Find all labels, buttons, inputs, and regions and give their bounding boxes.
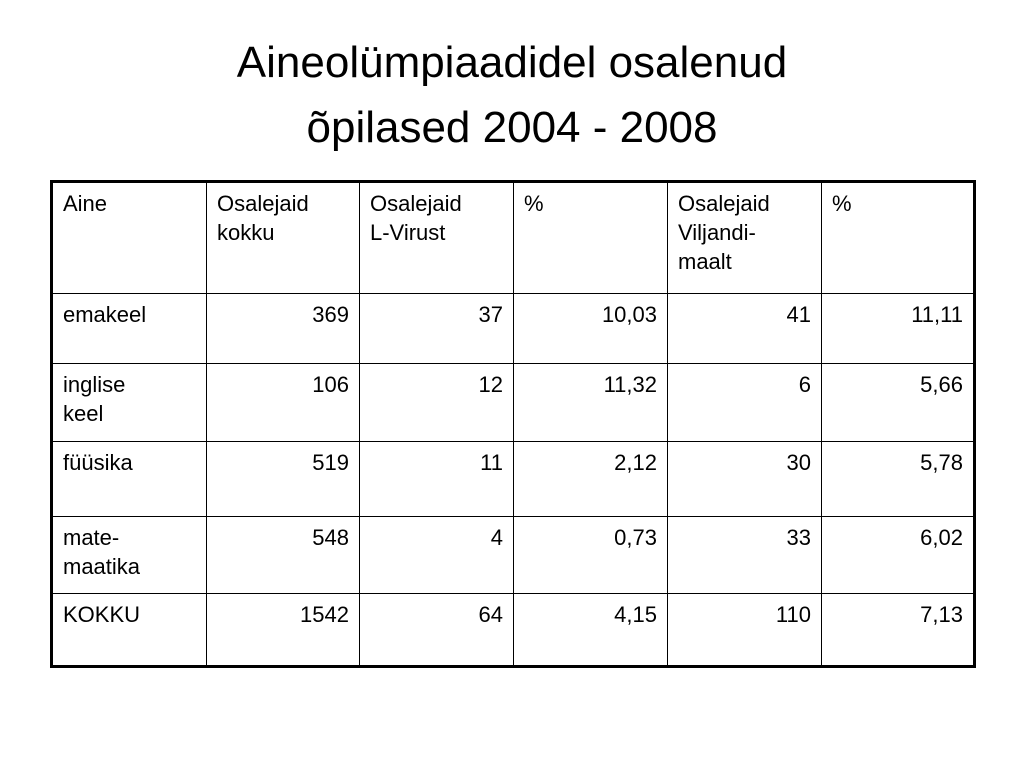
table-cell: 5,66 <box>821 363 975 442</box>
table-cell: KOKKU <box>51 593 207 667</box>
table-cell: 37 <box>359 293 514 364</box>
table-cell: 11,32 <box>513 363 668 442</box>
table-cell: 5,78 <box>821 441 975 517</box>
table-cell: 64 <box>359 593 514 667</box>
table-cell: 7,13 <box>821 593 975 667</box>
header-row: Aine Osalejaid kokku Osalejaid L-Virust% Os… <box>51 181 975 294</box>
table-cell: 548 <box>206 516 360 594</box>
table-cell: 4 <box>359 516 514 594</box>
table-row: emakeel 369 37 10,03 41 11,11 <box>51 293 975 364</box>
table-cell: 6 <box>667 363 822 442</box>
table-cell: füüsika <box>51 441 207 517</box>
data-table: Aine Osalejaid kokku Osalejaid L-Virust% Os… <box>50 180 976 668</box>
table-cell: 10,03 <box>513 293 668 364</box>
table-cell: mate- maatika <box>51 516 207 594</box>
table-cell: 6,02 <box>821 516 975 594</box>
table-cell: 2,12 <box>513 441 668 517</box>
table-cell: 11 <box>359 441 514 517</box>
header-cell: Aine <box>51 181 207 294</box>
table-cell: 110 <box>667 593 822 667</box>
header-cell: Osalejaid L-Virust <box>359 181 514 294</box>
table-cell: 30 <box>667 441 822 517</box>
table-cell: 369 <box>206 293 360 364</box>
table-row: inglise keel 106 12 11,32 6 5,66 <box>51 363 975 442</box>
table-cell: 519 <box>206 441 360 517</box>
table-cell: 41 <box>667 293 822 364</box>
table-row: mate- maatika 548 4 0,73 33 6,02 <box>51 516 975 594</box>
header-cell: % <box>821 181 975 294</box>
slide-title: Aineolümpiaadidel osalenud õpilased 2004… <box>236 38 788 152</box>
table-row: füüsika 519 11 2,12 30 5,78 <box>51 441 975 517</box>
table-cell: 0,73 <box>513 516 668 594</box>
header-cell: Osalejaid Viljandi- maalt <box>667 181 822 294</box>
table-cell: 33 <box>667 516 822 594</box>
table-row: KOKKU 1542 64 4,15 110 7,13 <box>51 593 975 667</box>
table-cell: emakeel <box>51 293 207 364</box>
table-cell: 1542 <box>206 593 360 667</box>
table-cell: 11,11 <box>821 293 975 364</box>
table-cell: inglise keel <box>51 363 207 442</box>
table-body: Aine Osalejaid kokku Osalejaid L-Virust% Os… <box>51 181 975 667</box>
table-cell: 4,15 <box>513 593 668 667</box>
table-cell: 106 <box>206 363 360 442</box>
header-cell: Osalejaid kokku <box>206 181 360 294</box>
header-cell: % <box>513 181 668 294</box>
table-cell: 12 <box>359 363 514 442</box>
